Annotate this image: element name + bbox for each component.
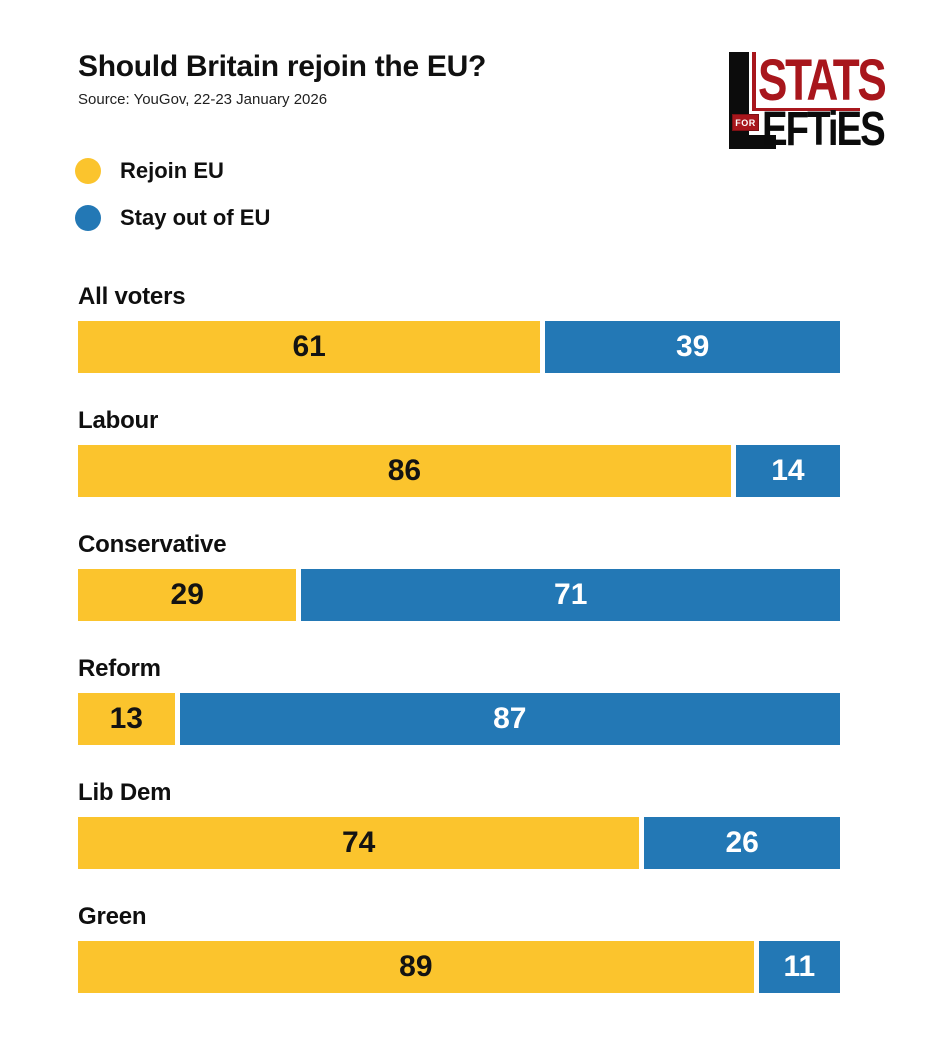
bar-segment-rejoin: 13 bbox=[78, 693, 175, 745]
bar-value-label: 86 bbox=[387, 454, 422, 487]
bar-value-label: 14 bbox=[771, 454, 805, 487]
bar-value-label: 26 bbox=[725, 826, 759, 859]
bar-segment-stay-out: 87 bbox=[179, 693, 840, 745]
bar-value-label: 13 bbox=[109, 702, 143, 735]
row-category-label: All voters bbox=[78, 283, 186, 310]
rejoin-color-dot-icon bbox=[75, 158, 101, 184]
bar-value-label: 89 bbox=[399, 950, 433, 983]
bar-segment-stay-out: 26 bbox=[644, 817, 840, 869]
bar-segment-stay-out: 39 bbox=[545, 321, 840, 373]
logo-red-underline bbox=[752, 108, 860, 111]
logo-efties-text: EFTiES bbox=[762, 103, 886, 156]
stats-for-lefties-logo: STATS FOR EFTiES bbox=[729, 52, 887, 154]
bar-value-label: 74 bbox=[342, 826, 376, 859]
row-category-label: Conservative bbox=[78, 531, 227, 558]
chart-row: Green 89 11 bbox=[78, 903, 840, 993]
legend-item-stay-out: Stay out of EU bbox=[75, 205, 945, 231]
bar-value-label: 71 bbox=[554, 578, 588, 611]
logo-for-badge: FOR bbox=[732, 114, 759, 131]
bar-segment-stay-out: 71 bbox=[301, 569, 840, 621]
bar-segment-rejoin: 74 bbox=[78, 817, 640, 869]
stay-out-color-dot-icon bbox=[75, 205, 101, 231]
bar-value-label: 29 bbox=[170, 578, 204, 611]
row-category-label: Reform bbox=[78, 655, 161, 682]
legend-label: Rejoin EU bbox=[120, 158, 224, 183]
logo-stats-text: STATS bbox=[758, 48, 887, 113]
chart-source: Source: YouGov, 22-23 January 2026 bbox=[78, 91, 328, 108]
stacked-bar: 61 39 bbox=[78, 321, 840, 373]
legend: Rejoin EU Stay out of EU bbox=[75, 158, 945, 231]
bar-segment-rejoin: 29 bbox=[78, 569, 297, 621]
row-category-label: Green bbox=[78, 903, 147, 930]
stacked-bar: 29 71 bbox=[78, 569, 840, 621]
bar-value-label: 87 bbox=[493, 702, 527, 735]
bar-segment-rejoin: 86 bbox=[78, 445, 731, 497]
bar-value-label: 61 bbox=[292, 330, 326, 363]
bar-segment-stay-out: 11 bbox=[758, 941, 840, 993]
chart-row: Conservative 29 71 bbox=[78, 531, 840, 621]
chart-row: Lib Dem 74 26 bbox=[78, 779, 840, 869]
chart-title: Should Britain rejoin the EU? bbox=[78, 50, 486, 83]
row-category-label: Lib Dem bbox=[78, 779, 172, 806]
bar-segment-stay-out: 14 bbox=[735, 445, 840, 497]
bar-segment-rejoin: 61 bbox=[78, 321, 541, 373]
stacked-bar: 13 87 bbox=[78, 693, 840, 745]
bar-value-label: 11 bbox=[783, 950, 816, 983]
stacked-bar: 89 11 bbox=[78, 941, 840, 993]
stacked-bar: 74 26 bbox=[78, 817, 840, 869]
bar-segment-rejoin: 89 bbox=[78, 941, 754, 993]
legend-label: Stay out of EU bbox=[120, 205, 271, 230]
header: Should Britain rejoin the EU? Source: Yo… bbox=[0, 0, 945, 108]
logo-letter-l-foot bbox=[729, 135, 776, 149]
bar-value-label: 39 bbox=[675, 330, 710, 363]
logo-red-accent-line bbox=[752, 52, 756, 111]
legend-item-rejoin: Rejoin EU bbox=[75, 158, 945, 184]
bar-chart: All voters 61 39 Labour 86 14 Conservative 29 71… bbox=[78, 283, 840, 993]
chart-row: All voters 61 39 bbox=[78, 283, 840, 373]
chart-row: Reform 13 87 bbox=[78, 655, 840, 745]
stacked-bar: 86 14 bbox=[78, 445, 840, 497]
chart-row: Labour 86 14 bbox=[78, 407, 840, 497]
row-category-label: Labour bbox=[78, 407, 159, 434]
